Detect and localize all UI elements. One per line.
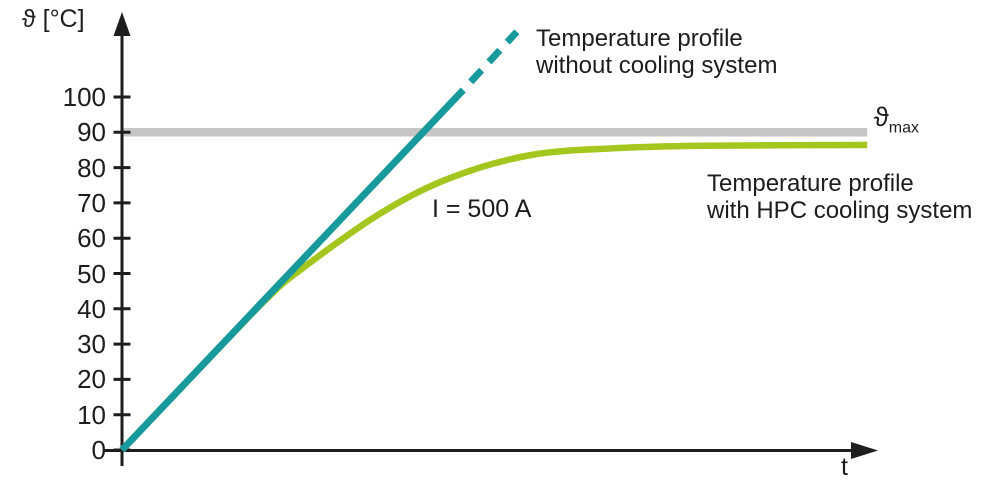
y-tick-label: 30 xyxy=(77,329,106,360)
y-tick-label: 0 xyxy=(91,435,106,465)
x-axis-label: t xyxy=(841,453,848,481)
label-without-cooling-line1: Temperature profile xyxy=(536,25,743,52)
label-without-cooling: Temperature profile without cooling syst… xyxy=(536,25,777,79)
theta-max-label: ϑmax xyxy=(874,104,919,136)
y-tick-label: 40 xyxy=(77,293,106,324)
series-without-cooling-solid xyxy=(119,87,466,453)
label-with-hpc-cooling: Temperature profile with HPC cooling sys… xyxy=(707,170,972,224)
y-tick-label: 100 xyxy=(62,82,106,112)
y-axis-label: ϑ [°C] xyxy=(22,5,85,33)
y-tick-label: 80 xyxy=(77,152,106,183)
theta-max-subscript: max xyxy=(888,119,919,137)
series-without-cooling-dashed xyxy=(460,29,520,93)
y-tick-label: 10 xyxy=(77,399,106,430)
label-without-cooling-line2: without cooling system xyxy=(536,52,778,79)
current-label: I = 500 A xyxy=(432,195,532,223)
label-with-hpc-cooling-line2: with HPC cooling system xyxy=(707,197,973,224)
y-tick-label: 90 xyxy=(77,117,106,148)
y-tick-label: 70 xyxy=(77,187,106,218)
theta-symbol: ϑ xyxy=(874,102,889,132)
y-tick-label: 20 xyxy=(77,364,106,395)
label-with-hpc-cooling-line1: Temperature profile xyxy=(707,170,914,197)
x-axis-arrow-icon xyxy=(851,442,878,459)
y-tick-label: 50 xyxy=(77,258,106,289)
y-axis-arrow-icon xyxy=(113,12,131,36)
y-tick-label: 60 xyxy=(77,223,106,254)
